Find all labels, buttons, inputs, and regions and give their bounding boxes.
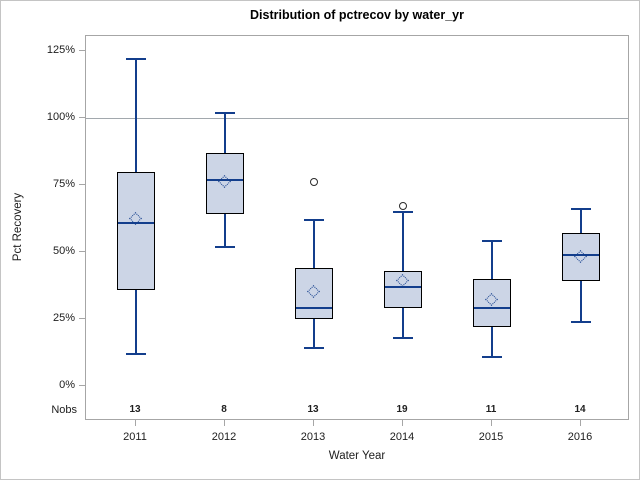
x-axis-tick [579, 420, 581, 426]
nobs-value: 13 [129, 404, 141, 415]
y-tick-label: 100% [46, 111, 75, 123]
whisker-cap-low-2013 [304, 347, 324, 350]
plot-area [85, 35, 629, 420]
median-line-2015 [474, 307, 510, 310]
y-tick-label: 25% [52, 312, 75, 324]
whisker-cap-high-2016 [571, 208, 591, 211]
median-line-2011 [118, 221, 154, 224]
x-axis-tick [312, 420, 314, 426]
median-line-2016 [563, 253, 599, 256]
y-axis-tick [79, 317, 85, 319]
x-tick-label: 2013 [300, 431, 326, 443]
whisker-cap-high-2015 [482, 240, 502, 243]
box-2012 [206, 152, 244, 215]
x-axis-title: Water Year [328, 450, 386, 462]
nobs-value: 14 [574, 404, 586, 415]
y-tick-label: 0% [59, 379, 75, 391]
nobs-row-label: Nobs [51, 404, 77, 416]
whisker-cap-high-2014 [393, 210, 413, 213]
x-tick-label: 2015 [478, 431, 504, 443]
median-line-2013 [296, 307, 332, 310]
box-2011 [117, 171, 155, 290]
median-line-2014 [385, 285, 421, 288]
whisker-cap-low-2011 [126, 352, 146, 355]
x-tick-label: 2014 [389, 431, 415, 443]
box-2014 [384, 270, 422, 309]
x-axis-tick [223, 420, 225, 426]
x-tick-label: 2012 [211, 431, 237, 443]
y-axis-tick [79, 116, 85, 118]
nobs-value: 13 [307, 404, 319, 415]
y-tick-label: 50% [52, 245, 75, 257]
x-tick-label: 2016 [567, 431, 593, 443]
y-axis-tick [79, 183, 85, 185]
x-axis-tick [401, 420, 403, 426]
x-axis-tick [134, 420, 136, 426]
y-axis-tick [79, 49, 85, 51]
y-tick-label: 125% [46, 44, 75, 56]
box-2013 [295, 268, 333, 319]
nobs-value: 11 [485, 404, 497, 415]
whisker-cap-high-2013 [304, 218, 324, 221]
nobs-value: 8 [221, 404, 227, 415]
chart-title: Distribution of pctrecov by water_yr [250, 8, 464, 22]
median-line-2012 [207, 178, 243, 181]
whisker-cap-low-2016 [571, 320, 591, 323]
y-tick-label: 75% [52, 178, 75, 190]
nobs-value: 19 [396, 404, 408, 415]
y-axis-tick [79, 384, 85, 386]
box-2016 [562, 233, 600, 282]
reference-line-100 [86, 117, 628, 119]
outlier-2014 [399, 202, 407, 211]
whisker-cap-low-2015 [482, 355, 502, 358]
whisker-cap-high-2012 [215, 111, 235, 114]
whisker-cap-low-2012 [215, 245, 235, 248]
x-axis-tick [490, 420, 492, 426]
x-tick-label: 2011 [123, 431, 147, 443]
whisker-cap-high-2011 [126, 58, 146, 61]
whisker-cap-low-2014 [393, 336, 413, 339]
outlier-2013 [310, 178, 318, 187]
y-axis-tick [79, 250, 85, 252]
box-2015 [473, 278, 511, 328]
